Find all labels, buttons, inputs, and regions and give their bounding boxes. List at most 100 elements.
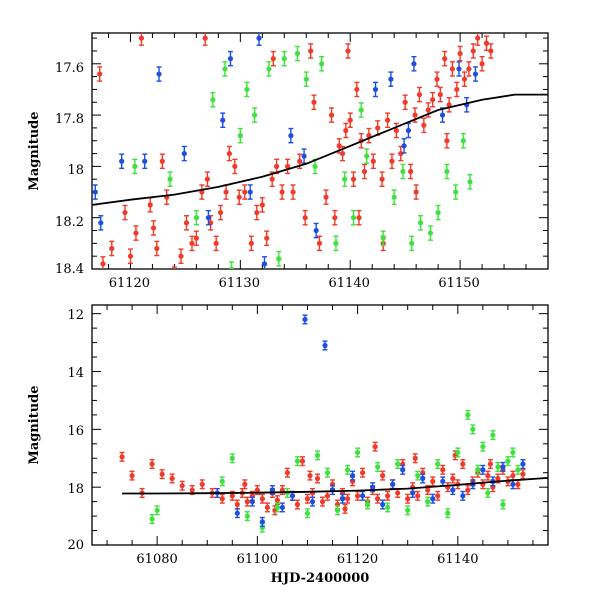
top-red-point xyxy=(270,50,276,67)
top-red-point xyxy=(457,45,463,62)
top-green-point xyxy=(358,102,364,118)
top-y-axis-label: Magnitude xyxy=(27,111,42,190)
top-y-tick-label: 18.4 xyxy=(55,262,84,277)
top-blue-point xyxy=(98,215,104,231)
bottom-green-point xyxy=(365,499,371,510)
top-red-point xyxy=(488,43,494,59)
top-red-point xyxy=(202,33,208,46)
top-blue-point xyxy=(256,33,262,46)
bottom-green-point xyxy=(490,430,496,441)
bottom-green-point xyxy=(500,499,506,510)
bottom-blue-point xyxy=(390,479,396,490)
bottom-red-point xyxy=(294,499,301,510)
top-green-point xyxy=(435,204,441,221)
top-red-point xyxy=(354,81,360,98)
top-red-point xyxy=(217,204,224,221)
top-red-point xyxy=(178,248,184,264)
top-red-point xyxy=(273,158,280,175)
top-red-point xyxy=(97,66,103,82)
bottom-blue-point xyxy=(214,487,220,498)
bottom-blue-point xyxy=(309,496,316,507)
bottom-red-point xyxy=(412,453,418,464)
top-red-point xyxy=(133,225,139,241)
bottom-green-point xyxy=(415,470,421,481)
top-red-point xyxy=(361,163,368,180)
bottom-red-point xyxy=(344,493,351,504)
top-blue-point xyxy=(261,256,268,269)
bottom-red-point xyxy=(149,459,155,470)
top-blue-point xyxy=(372,81,379,98)
top-red-point xyxy=(446,97,452,113)
bottom-red-point xyxy=(219,493,225,504)
top-green-point xyxy=(193,209,199,226)
bottom-red-point xyxy=(405,493,411,504)
bottom-red-point xyxy=(324,490,331,501)
top-green-point xyxy=(294,45,301,62)
bottom-red-point xyxy=(450,473,456,484)
top-blue-point xyxy=(405,122,412,139)
top-red-point xyxy=(154,240,160,257)
top-y-tick-label: 17.8 xyxy=(55,112,84,127)
bottom-red-point xyxy=(515,479,521,490)
top-red-point xyxy=(350,171,357,187)
bottom-y-tick-label: 16 xyxy=(67,424,84,439)
top-red-point xyxy=(189,235,195,252)
bottom-green-point xyxy=(334,505,341,516)
bottom-red-point xyxy=(480,479,486,490)
bottom-y-tick-label: 18 xyxy=(67,482,84,497)
top-red-point xyxy=(122,204,128,221)
bottom-red-point xyxy=(485,470,491,481)
bottom-plot-area xyxy=(119,314,548,533)
top-blue-point xyxy=(247,184,253,200)
top-blue-point xyxy=(205,209,212,226)
top-red-point xyxy=(328,107,335,123)
bottom-red-point xyxy=(229,490,235,501)
bottom-blue-point xyxy=(500,461,506,472)
top-red-point xyxy=(379,171,385,187)
bottom-blue-point xyxy=(440,476,446,487)
bottom-y-tick-label: 20 xyxy=(67,538,84,553)
bottom-red-point xyxy=(415,490,421,501)
top-red-point xyxy=(159,153,165,170)
bottom-green-point xyxy=(344,464,351,475)
top-green-point xyxy=(228,261,235,269)
top-red-point xyxy=(421,117,427,134)
bottom-green-point xyxy=(495,461,501,472)
top-panel: 61120 61130 61140 61150 17.6 17.8 18 18.… xyxy=(27,32,549,291)
bottom-blue-point xyxy=(339,493,346,504)
top-red-point xyxy=(442,50,448,67)
top-red-point xyxy=(370,153,376,170)
bottom-red-point xyxy=(375,493,381,504)
bottom-red-point xyxy=(495,473,501,484)
top-red-point xyxy=(343,122,349,139)
bottom-blue-point xyxy=(520,459,526,470)
bottom-red-point xyxy=(304,493,311,504)
bottom-blue-point xyxy=(234,508,240,519)
bottom-red-point xyxy=(342,503,348,514)
bottom-red-point xyxy=(487,459,493,470)
bottom-red-point xyxy=(510,470,516,481)
top-green-point xyxy=(276,250,282,267)
bottom-plot-frame xyxy=(91,304,549,546)
bottom-green-point xyxy=(455,447,461,458)
bottom-series-red xyxy=(119,441,526,516)
bottom-green-point xyxy=(294,456,301,467)
bottom-x-ticks: 61080 61100 61120 61140 xyxy=(136,552,478,567)
top-green-point xyxy=(364,148,370,164)
bottom-red-point xyxy=(359,467,366,478)
bottom-red-point xyxy=(234,499,240,510)
top-red-point xyxy=(345,43,351,59)
bottom-green-point xyxy=(395,459,401,470)
top-plot-area xyxy=(92,33,548,269)
top-red-point xyxy=(402,94,408,111)
top-red-point xyxy=(375,120,381,136)
top-red-point xyxy=(254,204,260,221)
top-red-point xyxy=(366,127,372,144)
bottom-red-point xyxy=(274,495,281,506)
top-y-tick-label: 18 xyxy=(67,163,84,178)
bottom-green-point xyxy=(219,476,225,487)
bottom-blue-point xyxy=(460,490,466,501)
top-red-point xyxy=(393,122,399,139)
bottom-red-point xyxy=(445,482,451,493)
top-red-point xyxy=(311,94,317,111)
